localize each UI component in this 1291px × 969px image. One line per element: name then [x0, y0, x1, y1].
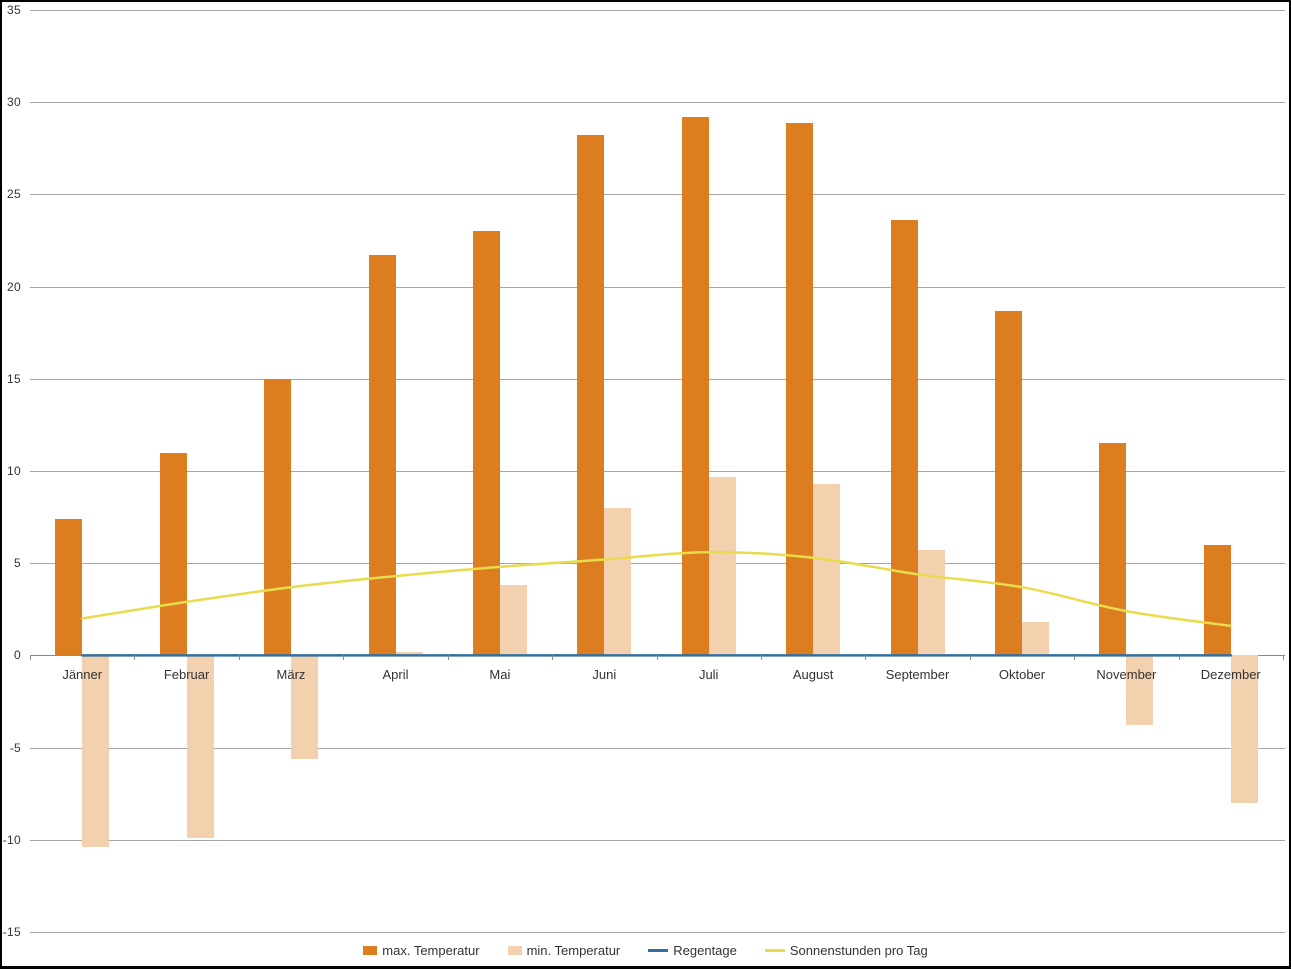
min-temperatur-bar[interactable] [708, 476, 736, 656]
x-axis-category-label: Oktober [998, 667, 1046, 683]
axis-tick [760, 655, 762, 661]
max-temperatur-bar[interactable] [264, 378, 291, 656]
y-axis-tick-label: 25 [7, 187, 21, 202]
legend-label: Sonnenstunden pro Tag [789, 943, 928, 958]
min-temperatur-bar[interactable] [395, 651, 423, 656]
max-temperatur-bar[interactable] [1203, 544, 1231, 656]
legend-bar-swatch-icon [507, 946, 522, 955]
y-axis-tick-label: 0 [14, 648, 21, 663]
legend: max. Temperatur min. Temperatur Regentage S… [2, 943, 1289, 958]
legend-item-regentage[interactable]: Regentage [648, 943, 737, 958]
max-temperatur-bar[interactable] [1099, 443, 1127, 656]
legend-item-min-temperatur[interactable]: min. Temperatur [507, 943, 621, 958]
gridline [30, 194, 1285, 196]
y-axis-tick-label: 35 [7, 3, 21, 17]
x-axis-category-label: September [885, 667, 950, 683]
gridline [30, 839, 1285, 841]
min-temperatur-bar[interactable] [1022, 622, 1049, 656]
y-axis-tick-label: -10 [2, 832, 21, 847]
x-axis-category-label: April [382, 667, 409, 683]
gridline [30, 932, 1285, 933]
max-temperatur-bar[interactable] [55, 518, 83, 656]
legend-item-max-temperatur[interactable]: max. Temperatur [363, 943, 480, 958]
max-temperatur-bar[interactable] [368, 255, 396, 656]
max-temperatur-bar[interactable] [472, 231, 500, 656]
x-axis-category-label: März [276, 667, 306, 683]
gridline [30, 286, 1285, 288]
max-temperatur-bar[interactable] [995, 310, 1022, 656]
legend-label: Regentage [673, 943, 737, 958]
gridline [30, 10, 1285, 11]
x-axis-category-label: Dezember [1200, 667, 1261, 683]
min-temperatur-bar[interactable] [1230, 655, 1258, 803]
max-temperatur-bar[interactable] [577, 135, 605, 656]
min-temperatur-bar[interactable] [1126, 655, 1154, 726]
max-temperatur-bar[interactable] [890, 220, 918, 656]
y-axis-tick-label: 5 [14, 556, 21, 571]
axis-tick [969, 655, 971, 661]
gridline [30, 747, 1285, 749]
gridline [30, 563, 1285, 565]
min-temperatur-bar[interactable] [499, 585, 527, 656]
axis-tick [865, 655, 867, 661]
min-temperatur-bar[interactable] [291, 655, 318, 759]
y-axis-tick-label: 15 [7, 371, 21, 386]
min-temperatur-bar[interactable] [604, 507, 632, 656]
axis-tick [552, 655, 554, 661]
axis-tick [134, 655, 136, 661]
x-axis-category-label: Juli [698, 667, 719, 683]
gridline [30, 471, 1285, 472]
x-axis-category-label: Juni [592, 667, 617, 683]
y-axis-tick-label: -5 [9, 740, 21, 755]
legend-line-swatch-icon [648, 949, 669, 952]
y-axis-tick-label: 10 [7, 464, 21, 478]
axis-tick [1178, 655, 1180, 661]
y-axis-tick-label: 20 [7, 279, 21, 294]
min-temperatur-bar[interactable] [813, 483, 841, 656]
max-temperatur-bar[interactable] [681, 117, 709, 656]
gridline [30, 378, 1285, 380]
legend-line-swatch-icon [764, 949, 785, 952]
legend-bar-swatch-icon [363, 946, 378, 955]
legend-item-sonnenstunden-pro-tag[interactable]: Sonnenstunden pro Tag [764, 943, 928, 958]
axis-tick [447, 655, 449, 661]
axis-tick [1283, 655, 1284, 661]
min-temperatur-bar[interactable] [82, 655, 110, 848]
x-axis-category-label: Mai [489, 667, 511, 683]
min-temperatur-bar[interactable] [186, 655, 214, 838]
x-axis-category-label: Jänner [62, 667, 103, 683]
legend-label: min. Temperatur [526, 943, 621, 958]
axis-tick [1074, 655, 1076, 661]
axis-tick [656, 655, 658, 661]
min-temperatur-bar[interactable] [917, 550, 945, 656]
axis-tick [238, 655, 240, 661]
axis-tick [30, 655, 31, 661]
max-temperatur-bar[interactable] [159, 452, 187, 656]
max-temperatur-bar[interactable] [786, 122, 814, 656]
category-axis-line [30, 655, 1285, 657]
x-axis-category-label: Februar [163, 667, 210, 683]
y-axis-tick-label: 30 [7, 95, 21, 110]
x-axis-category-label: November [1096, 667, 1157, 683]
x-axis-category-label: August [792, 667, 834, 683]
gridline [30, 102, 1285, 104]
axis-tick [343, 655, 345, 661]
legend-label: max. Temperatur [382, 943, 480, 958]
y-axis-tick-label: -15 [2, 925, 21, 939]
